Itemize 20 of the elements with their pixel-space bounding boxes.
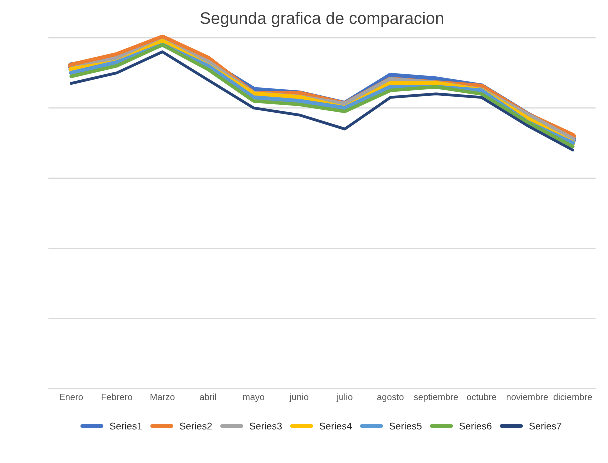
- x-tick-label: Febrero: [102, 394, 132, 400]
- legend-label: Series7: [530, 422, 562, 430]
- x-tick-label: abril: [200, 394, 216, 400]
- legend-label: Series5: [390, 422, 422, 430]
- x-tick-label: Marzo: [150, 394, 175, 400]
- x-tick-label: julio: [336, 394, 353, 402]
- x-tick-label: Enero: [60, 394, 84, 400]
- legend-label: Series2: [180, 422, 212, 430]
- x-tick-label: junio: [290, 394, 309, 402]
- x-tick-label: mayo: [243, 395, 264, 402]
- legend-label: Series4: [320, 422, 352, 430]
- chart-title: Segunda grafica de comparacion: [200, 12, 444, 28]
- legend-label: Series6: [460, 422, 492, 430]
- x-tick-label: octubre: [467, 394, 496, 400]
- legend-label: Series3: [250, 422, 282, 430]
- x-tick-label: agosto: [377, 394, 404, 402]
- x-tick-label: noviembre: [506, 394, 548, 400]
- x-tick-label: septiembre: [414, 394, 458, 402]
- x-tick-label: diciembre: [554, 394, 592, 400]
- legend-label: Series1: [110, 422, 142, 430]
